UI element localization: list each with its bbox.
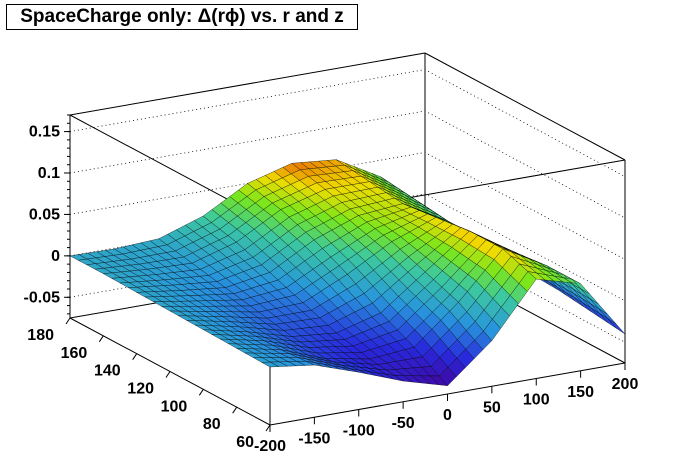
chart-title: SpaceCharge only: Δ(rϕ) vs. r and z bbox=[6, 4, 358, 30]
r-tick-label-2: 100 bbox=[161, 398, 188, 415]
surface-mesh bbox=[69, 159, 626, 386]
zpos-tick-label-3: -50 bbox=[392, 415, 415, 432]
r-tick-label-1: 80 bbox=[203, 416, 221, 433]
zpos-tick-label-7: 150 bbox=[567, 384, 594, 401]
gridline-4 bbox=[69, 69, 626, 177]
r-tick-5 bbox=[98, 335, 104, 343]
r-tick-label-3: 120 bbox=[127, 381, 154, 398]
r-tick-2 bbox=[198, 389, 204, 396]
r-tick-3 bbox=[165, 371, 171, 378]
surface-cell-959 bbox=[607, 318, 626, 335]
r-tick-4 bbox=[132, 353, 138, 360]
r-tick-label-4: 140 bbox=[94, 363, 121, 380]
gridline-2 bbox=[69, 152, 626, 260]
frame-back-top bbox=[69, 52, 426, 116]
zpos-tick-label-6: 100 bbox=[523, 392, 550, 409]
zpos-tick-label-5: 50 bbox=[483, 399, 501, 416]
r-tick-6 bbox=[65, 317, 71, 325]
r-tick-label-6: 180 bbox=[27, 327, 54, 344]
value-tick-label-4: 0.15 bbox=[29, 124, 60, 141]
tick-labels: -0.05 0 0.05 0.1 0.15 60 80 100 120 140 160 180 -200… bbox=[24, 124, 639, 455]
value-tick-label-3: 0.1 bbox=[38, 165, 60, 182]
gridline-3 bbox=[69, 110, 626, 219]
zpos-tick-label-8: 200 bbox=[612, 376, 639, 393]
r-tick-label-5: 160 bbox=[61, 345, 88, 362]
value-tick-label-0: -0.05 bbox=[24, 289, 61, 306]
value-tick-label-1: 0 bbox=[51, 248, 60, 265]
zpos-tick-label-1: -150 bbox=[298, 430, 330, 447]
r-tick-0 bbox=[265, 424, 271, 432]
zpos-tick-label-4: 0 bbox=[443, 407, 452, 424]
axes bbox=[64, 114, 626, 432]
zpos-tick-label-0: -200 bbox=[254, 438, 286, 455]
value-tick-label-2: 0.05 bbox=[29, 206, 60, 223]
r-tick-label-0: 60 bbox=[236, 434, 254, 451]
frame-right-top bbox=[424, 52, 626, 161]
zpos-tick-label-2: -100 bbox=[343, 423, 375, 440]
r-tick-1 bbox=[232, 406, 238, 414]
